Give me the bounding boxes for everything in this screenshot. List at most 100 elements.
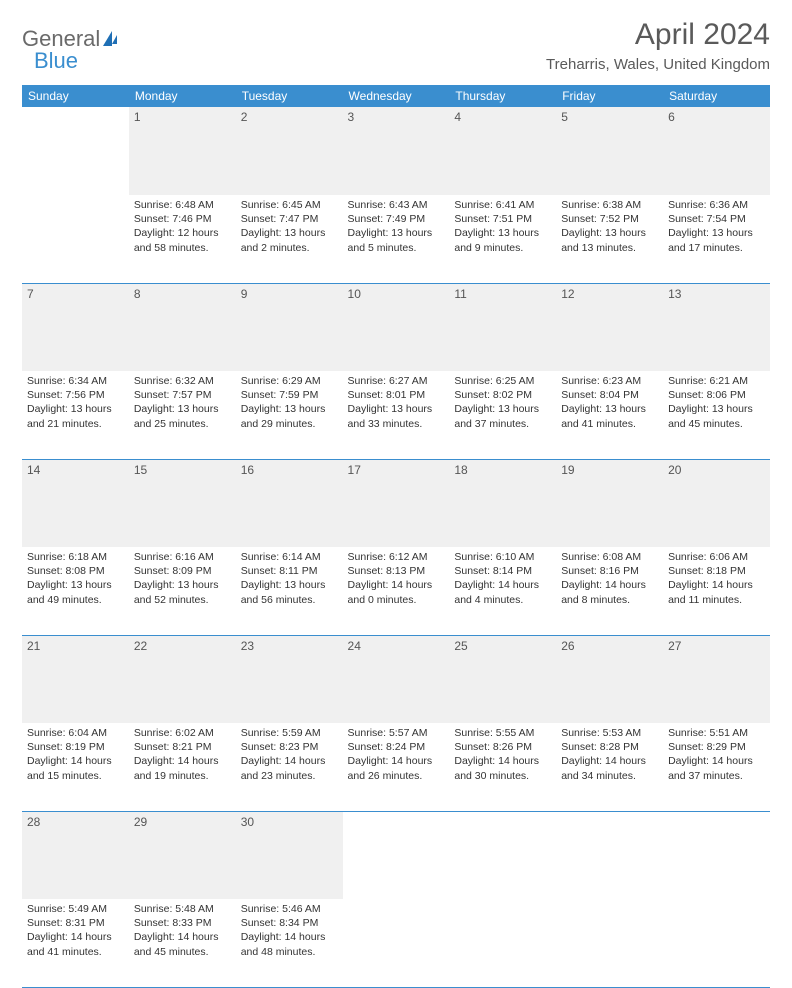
day-cell: Sunrise: 6:41 AMSunset: 7:51 PMDaylight:… [449, 195, 556, 283]
day-cell-text: Sunrise: 5:57 AMSunset: 8:24 PMDaylight:… [348, 726, 445, 783]
day-cell: Sunrise: 6:34 AMSunset: 7:56 PMDaylight:… [22, 371, 129, 459]
day-cell: Sunrise: 6:32 AMSunset: 7:57 PMDaylight:… [129, 371, 236, 459]
day-cell: Sunrise: 5:57 AMSunset: 8:24 PMDaylight:… [343, 723, 450, 811]
day-cell-text: Sunrise: 6:23 AMSunset: 8:04 PMDaylight:… [561, 374, 658, 431]
weekday-sun: Sunday [22, 85, 129, 107]
weekday-thu: Thursday [449, 85, 556, 107]
day-number [22, 107, 129, 195]
day-number: 18 [449, 459, 556, 547]
day-cell-text: Sunrise: 6:12 AMSunset: 8:13 PMDaylight:… [348, 550, 445, 607]
day-number: 30 [236, 811, 343, 899]
header: General April 2024 Treharris, Wales, Uni… [22, 18, 770, 73]
day-cell: Sunrise: 6:18 AMSunset: 8:08 PMDaylight:… [22, 547, 129, 635]
day-cell: Sunrise: 5:59 AMSunset: 8:23 PMDaylight:… [236, 723, 343, 811]
logo-triangle-small-icon [112, 35, 117, 44]
day-cell: Sunrise: 6:36 AMSunset: 7:54 PMDaylight:… [663, 195, 770, 283]
day-cell-text: Sunrise: 5:48 AMSunset: 8:33 PMDaylight:… [134, 902, 231, 959]
day-cell-text: Sunrise: 6:10 AMSunset: 8:14 PMDaylight:… [454, 550, 551, 607]
weekday-mon: Monday [129, 85, 236, 107]
day-cell: Sunrise: 6:23 AMSunset: 8:04 PMDaylight:… [556, 371, 663, 459]
day-cell-text: Sunrise: 6:16 AMSunset: 8:09 PMDaylight:… [134, 550, 231, 607]
day-cell-text: Sunrise: 5:59 AMSunset: 8:23 PMDaylight:… [241, 726, 338, 783]
day-number: 22 [129, 635, 236, 723]
day-cell: Sunrise: 5:46 AMSunset: 8:34 PMDaylight:… [236, 899, 343, 987]
content-row: Sunrise: 6:34 AMSunset: 7:56 PMDaylight:… [22, 371, 770, 459]
content-row: Sunrise: 6:48 AMSunset: 7:46 PMDaylight:… [22, 195, 770, 283]
day-cell [663, 899, 770, 987]
day-cell-text: Sunrise: 6:02 AMSunset: 8:21 PMDaylight:… [134, 726, 231, 783]
day-number: 11 [449, 283, 556, 371]
day-cell-text: Sunrise: 6:43 AMSunset: 7:49 PMDaylight:… [348, 198, 445, 255]
day-cell: Sunrise: 6:25 AMSunset: 8:02 PMDaylight:… [449, 371, 556, 459]
day-number: 12 [556, 283, 663, 371]
day-cell-text: Sunrise: 6:41 AMSunset: 7:51 PMDaylight:… [454, 198, 551, 255]
day-number: 14 [22, 459, 129, 547]
daynum-row: 282930 [22, 811, 770, 899]
day-number: 19 [556, 459, 663, 547]
day-cell: Sunrise: 5:48 AMSunset: 8:33 PMDaylight:… [129, 899, 236, 987]
day-cell-text: Sunrise: 6:36 AMSunset: 7:54 PMDaylight:… [668, 198, 765, 255]
weekday-tue: Tuesday [236, 85, 343, 107]
title-block: April 2024 Treharris, Wales, United King… [546, 18, 770, 73]
content-row: Sunrise: 5:49 AMSunset: 8:31 PMDaylight:… [22, 899, 770, 987]
day-cell [343, 899, 450, 987]
day-number: 7 [22, 283, 129, 371]
day-number: 16 [236, 459, 343, 547]
day-number: 9 [236, 283, 343, 371]
day-cell: Sunrise: 6:12 AMSunset: 8:13 PMDaylight:… [343, 547, 450, 635]
day-cell-text: Sunrise: 5:51 AMSunset: 8:29 PMDaylight:… [668, 726, 765, 783]
day-number: 10 [343, 283, 450, 371]
day-cell-text: Sunrise: 5:53 AMSunset: 8:28 PMDaylight:… [561, 726, 658, 783]
day-cell: Sunrise: 6:14 AMSunset: 8:11 PMDaylight:… [236, 547, 343, 635]
day-cell-text: Sunrise: 6:06 AMSunset: 8:18 PMDaylight:… [668, 550, 765, 607]
day-cell-text: Sunrise: 6:25 AMSunset: 8:02 PMDaylight:… [454, 374, 551, 431]
daynum-row: 123456 [22, 107, 770, 195]
day-cell: Sunrise: 6:38 AMSunset: 7:52 PMDaylight:… [556, 195, 663, 283]
day-cell: Sunrise: 6:43 AMSunset: 7:49 PMDaylight:… [343, 195, 450, 283]
day-number: 5 [556, 107, 663, 195]
day-number: 6 [663, 107, 770, 195]
day-number: 24 [343, 635, 450, 723]
day-number [343, 811, 450, 899]
day-cell-text: Sunrise: 6:27 AMSunset: 8:01 PMDaylight:… [348, 374, 445, 431]
day-number: 20 [663, 459, 770, 547]
day-cell-text: Sunrise: 6:38 AMSunset: 7:52 PMDaylight:… [561, 198, 658, 255]
daynum-row: 78910111213 [22, 283, 770, 371]
day-number: 8 [129, 283, 236, 371]
day-cell: Sunrise: 6:27 AMSunset: 8:01 PMDaylight:… [343, 371, 450, 459]
month-title: April 2024 [546, 18, 770, 52]
daynum-row: 14151617181920 [22, 459, 770, 547]
day-cell: Sunrise: 6:45 AMSunset: 7:47 PMDaylight:… [236, 195, 343, 283]
weekday-fri: Friday [556, 85, 663, 107]
day-cell: Sunrise: 6:29 AMSunset: 7:59 PMDaylight:… [236, 371, 343, 459]
day-number [449, 811, 556, 899]
day-cell: Sunrise: 5:51 AMSunset: 8:29 PMDaylight:… [663, 723, 770, 811]
day-cell-text: Sunrise: 5:49 AMSunset: 8:31 PMDaylight:… [27, 902, 124, 959]
day-cell-text: Sunrise: 6:08 AMSunset: 8:16 PMDaylight:… [561, 550, 658, 607]
day-number: 13 [663, 283, 770, 371]
day-cell [22, 195, 129, 283]
day-cell-text: Sunrise: 6:45 AMSunset: 7:47 PMDaylight:… [241, 198, 338, 255]
day-cell: Sunrise: 6:21 AMSunset: 8:06 PMDaylight:… [663, 371, 770, 459]
day-cell: Sunrise: 6:02 AMSunset: 8:21 PMDaylight:… [129, 723, 236, 811]
day-number: 4 [449, 107, 556, 195]
day-number [556, 811, 663, 899]
logo: General [22, 18, 119, 52]
calendar-body: 123456Sunrise: 6:48 AMSunset: 7:46 PMDay… [22, 107, 770, 987]
day-number: 2 [236, 107, 343, 195]
day-number: 17 [343, 459, 450, 547]
day-cell: Sunrise: 5:49 AMSunset: 8:31 PMDaylight:… [22, 899, 129, 987]
day-number: 21 [22, 635, 129, 723]
day-number: 1 [129, 107, 236, 195]
daynum-row: 21222324252627 [22, 635, 770, 723]
content-row: Sunrise: 6:18 AMSunset: 8:08 PMDaylight:… [22, 547, 770, 635]
day-cell [449, 899, 556, 987]
content-row: Sunrise: 6:04 AMSunset: 8:19 PMDaylight:… [22, 723, 770, 811]
day-cell [556, 899, 663, 987]
day-cell-text: Sunrise: 5:55 AMSunset: 8:26 PMDaylight:… [454, 726, 551, 783]
weekday-wed: Wednesday [343, 85, 450, 107]
day-cell-text: Sunrise: 5:46 AMSunset: 8:34 PMDaylight:… [241, 902, 338, 959]
day-cell-text: Sunrise: 6:29 AMSunset: 7:59 PMDaylight:… [241, 374, 338, 431]
day-number: 27 [663, 635, 770, 723]
day-cell: Sunrise: 6:06 AMSunset: 8:18 PMDaylight:… [663, 547, 770, 635]
